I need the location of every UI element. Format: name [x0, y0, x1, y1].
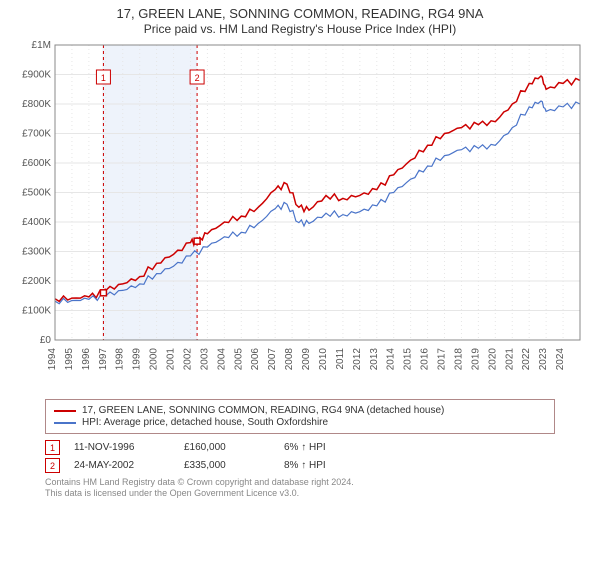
svg-text:2005: 2005 — [233, 348, 244, 371]
legend-label: 17, GREEN LANE, SONNING COMMON, READING,… — [82, 405, 444, 416]
svg-text:2001: 2001 — [166, 348, 177, 371]
svg-text:2006: 2006 — [250, 348, 261, 371]
svg-text:2016: 2016 — [420, 348, 431, 371]
marker-price: £160,000 — [184, 442, 284, 453]
svg-text:1: 1 — [101, 73, 106, 83]
svg-text:2002: 2002 — [182, 348, 193, 371]
svg-text:2: 2 — [195, 73, 200, 83]
attribution: Contains HM Land Registry data © Crown c… — [45, 477, 555, 500]
svg-text:2015: 2015 — [403, 348, 414, 371]
legend-item: 17, GREEN LANE, SONNING COMMON, READING,… — [54, 405, 546, 416]
svg-text:1996: 1996 — [81, 348, 92, 371]
legend-label: HPI: Average price, detached house, Sout… — [82, 417, 328, 428]
marker-date: 11-NOV-1996 — [74, 442, 184, 453]
svg-text:2018: 2018 — [453, 348, 464, 371]
svg-text:£200K: £200K — [22, 276, 51, 287]
svg-text:£700K: £700K — [22, 129, 51, 140]
marker-badge: 2 — [45, 458, 60, 473]
marker-date: 24-MAY-2002 — [74, 460, 184, 471]
svg-text:2007: 2007 — [267, 348, 278, 371]
svg-text:£400K: £400K — [22, 217, 51, 228]
svg-text:2013: 2013 — [369, 348, 380, 371]
svg-text:2009: 2009 — [301, 348, 312, 371]
svg-text:£0: £0 — [40, 335, 52, 346]
svg-text:1998: 1998 — [115, 348, 126, 371]
svg-text:£1M: £1M — [32, 40, 51, 51]
svg-text:2008: 2008 — [284, 348, 295, 371]
svg-text:2021: 2021 — [504, 348, 515, 371]
chart-subtitle: Price paid vs. HM Land Registry's House … — [0, 22, 600, 36]
marker-row: 2 24-MAY-2002 £335,000 8% ↑ HPI — [45, 458, 555, 473]
marker-diff: 8% ↑ HPI — [284, 460, 364, 471]
attribution-line: This data is licensed under the Open Gov… — [45, 488, 555, 499]
svg-text:2017: 2017 — [437, 348, 448, 371]
svg-text:2000: 2000 — [149, 348, 160, 371]
legend-swatch — [54, 410, 76, 412]
svg-text:1995: 1995 — [64, 348, 75, 371]
chart-area: £0 £100K £200K £300K £400K £500K £600K £700K £80… — [10, 40, 590, 395]
svg-text:2014: 2014 — [386, 348, 397, 371]
chart-title: 17, GREEN LANE, SONNING COMMON, READING,… — [0, 6, 600, 21]
marker-row: 1 11-NOV-1996 £160,000 6% ↑ HPI — [45, 440, 555, 455]
marker-badge: 1 — [45, 440, 60, 455]
legend-box: 17, GREEN LANE, SONNING COMMON, READING,… — [45, 399, 555, 434]
svg-text:1994: 1994 — [47, 348, 58, 371]
attribution-line: Contains HM Land Registry data © Crown c… — [45, 477, 555, 488]
svg-text:2022: 2022 — [521, 348, 532, 371]
svg-text:2010: 2010 — [318, 348, 329, 371]
chart-card: 17, GREEN LANE, SONNING COMMON, READING,… — [0, 6, 600, 500]
marker-diff: 6% ↑ HPI — [284, 442, 364, 453]
marker-price: £335,000 — [184, 460, 284, 471]
svg-text:2020: 2020 — [487, 348, 498, 371]
svg-text:1997: 1997 — [98, 348, 109, 371]
svg-text:2019: 2019 — [470, 348, 481, 371]
svg-text:2003: 2003 — [199, 348, 210, 371]
svg-text:£900K: £900K — [22, 70, 51, 81]
svg-text:£600K: £600K — [22, 158, 51, 169]
svg-text:1999: 1999 — [132, 348, 143, 371]
marker-list: 1 11-NOV-1996 £160,000 6% ↑ HPI 2 24-MAY… — [45, 440, 555, 473]
svg-text:2004: 2004 — [216, 348, 227, 371]
svg-text:2011: 2011 — [335, 348, 346, 370]
svg-text:£300K: £300K — [22, 247, 51, 258]
svg-text:2024: 2024 — [555, 348, 566, 371]
svg-text:£500K: £500K — [22, 188, 51, 199]
svg-text:2012: 2012 — [352, 348, 363, 371]
legend-swatch — [54, 422, 76, 424]
svg-text:£800K: £800K — [22, 99, 51, 110]
svg-text:£100K: £100K — [22, 306, 51, 317]
legend-item: HPI: Average price, detached house, Sout… — [54, 417, 546, 428]
svg-text:2023: 2023 — [538, 348, 549, 371]
line-chart-svg: £0 £100K £200K £300K £400K £500K £600K £700K £80… — [10, 40, 590, 390]
